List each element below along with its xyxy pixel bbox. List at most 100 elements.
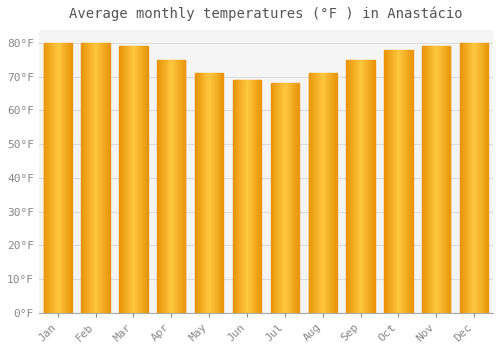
Bar — [480, 43, 481, 313]
Bar — [486, 43, 488, 313]
Bar — [197, 74, 198, 313]
Bar — [270, 84, 272, 313]
Bar — [387, 50, 388, 313]
Bar — [292, 84, 294, 313]
Bar — [406, 50, 407, 313]
Bar — [407, 50, 408, 313]
Bar — [278, 84, 279, 313]
Bar — [332, 74, 333, 313]
Bar — [428, 47, 430, 313]
Bar — [159, 60, 160, 313]
Bar — [479, 43, 480, 313]
Bar — [258, 80, 260, 313]
Bar — [402, 50, 403, 313]
Bar — [122, 47, 123, 313]
Bar — [398, 50, 400, 313]
Bar — [326, 74, 328, 313]
Bar — [250, 80, 251, 313]
Bar — [357, 60, 358, 313]
Bar — [58, 43, 59, 313]
Bar — [182, 60, 184, 313]
Bar — [52, 43, 53, 313]
Bar — [126, 47, 127, 313]
Bar — [385, 50, 386, 313]
Bar — [66, 43, 67, 313]
Bar — [216, 74, 218, 313]
Bar — [360, 60, 362, 313]
Bar — [87, 43, 88, 313]
Bar — [274, 84, 276, 313]
Bar — [136, 47, 137, 313]
Bar — [55, 43, 56, 313]
Bar — [439, 47, 440, 313]
Bar — [86, 43, 87, 313]
Bar — [204, 74, 206, 313]
Bar — [408, 50, 409, 313]
Bar — [246, 80, 247, 313]
Bar — [296, 84, 297, 313]
Bar — [477, 43, 478, 313]
Bar — [134, 47, 136, 313]
Bar — [124, 47, 125, 313]
Bar — [176, 60, 177, 313]
Bar — [445, 47, 446, 313]
Bar — [90, 43, 91, 313]
Bar — [202, 74, 203, 313]
Bar — [145, 47, 146, 313]
Bar — [463, 43, 464, 313]
Bar — [364, 60, 366, 313]
Bar — [400, 50, 402, 313]
Bar — [44, 43, 46, 313]
Bar — [280, 84, 281, 313]
Bar — [351, 60, 352, 313]
Bar — [84, 43, 85, 313]
Bar — [285, 84, 286, 313]
Bar — [283, 84, 284, 313]
Bar — [334, 74, 335, 313]
Bar — [242, 80, 243, 313]
Bar — [48, 43, 49, 313]
Bar — [366, 60, 367, 313]
Bar — [140, 47, 141, 313]
Bar — [333, 74, 334, 313]
Bar — [476, 43, 477, 313]
Bar — [98, 43, 100, 313]
Bar — [354, 60, 355, 313]
Bar — [56, 43, 57, 313]
Bar — [68, 43, 69, 313]
Bar — [437, 47, 438, 313]
Bar — [174, 60, 175, 313]
Bar — [335, 74, 336, 313]
Bar — [438, 47, 439, 313]
Bar — [139, 47, 140, 313]
Bar — [179, 60, 180, 313]
Bar — [173, 60, 174, 313]
Bar — [422, 47, 423, 313]
Bar — [254, 80, 256, 313]
Bar — [475, 43, 476, 313]
Bar — [234, 80, 236, 313]
Bar — [308, 74, 310, 313]
Bar — [404, 50, 405, 313]
Bar — [368, 60, 369, 313]
Bar — [62, 43, 64, 313]
Bar — [245, 80, 246, 313]
Bar — [331, 74, 332, 313]
Bar — [107, 43, 108, 313]
Bar — [127, 47, 128, 313]
Bar — [57, 43, 58, 313]
Bar — [198, 74, 200, 313]
Bar — [460, 43, 461, 313]
Bar — [100, 43, 102, 313]
Bar — [233, 80, 234, 313]
Bar — [64, 43, 66, 313]
Bar — [180, 60, 181, 313]
Bar — [461, 43, 462, 313]
Bar — [287, 84, 288, 313]
Bar — [324, 74, 326, 313]
Bar — [446, 47, 448, 313]
Bar — [168, 60, 170, 313]
Bar — [410, 50, 412, 313]
Bar — [392, 50, 394, 313]
Bar — [218, 74, 220, 313]
